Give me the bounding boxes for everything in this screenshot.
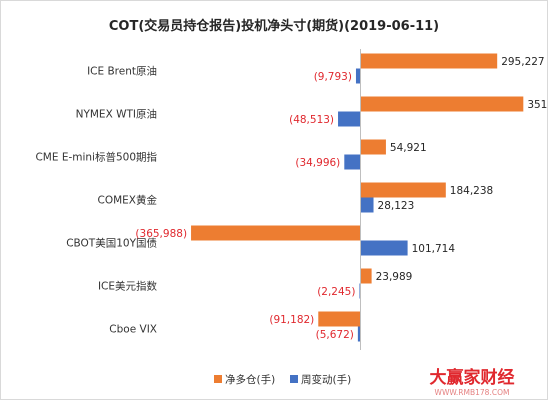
category-row: ICE美元指数 23,989 (2,245) — [98, 268, 413, 299]
weekly-change-data-label: (2,245) — [317, 286, 355, 298]
net-long-bar — [360, 96, 524, 112]
weekly-change-data-label: (5,672) — [316, 329, 354, 341]
category-row: NYMEX WTI原油 351,655 (48,513) — [76, 96, 548, 127]
weekly-change-data-label: (9,793) — [314, 71, 352, 83]
weekly-change-bar — [360, 197, 374, 213]
weekly-change-bar — [338, 111, 361, 127]
category-row: ICE Brent原油 295,227 (9,793) — [87, 53, 545, 84]
weekly-change-data-label: 28,123 — [378, 200, 415, 212]
legend-swatch-weekly-change — [290, 375, 298, 383]
legend-label-net-long: 净多仓(手) — [225, 373, 275, 386]
category-label: NYMEX WTI原油 — [76, 108, 157, 121]
net-long-bar — [360, 53, 498, 69]
net-long-bar — [360, 268, 372, 284]
category-row: COMEX黄金 184,238 28,123 — [98, 182, 493, 213]
category-label: COMEX黄金 — [98, 194, 158, 207]
net-long-bar — [360, 182, 446, 198]
weekly-change-bar — [355, 68, 361, 84]
weekly-change-data-label: (34,996) — [295, 157, 340, 169]
category-row: Cboe VIX (91,182)(5,672) — [109, 311, 361, 342]
category-label: ICE Brent原油 — [87, 65, 157, 78]
net-long-data-label: 351,655 — [527, 99, 548, 111]
category-label: CBOT美国10Y国债 — [66, 237, 157, 250]
legend-swatch-net-long — [214, 375, 222, 383]
weekly-change-bar — [357, 326, 361, 342]
net-long-data-label: (365,988) — [135, 228, 187, 240]
net-long-bar — [191, 225, 361, 241]
weekly-change-data-label: 101,714 — [412, 243, 456, 255]
category-row: CME E-mini标普500期指 54,921 (34,996) — [35, 139, 427, 170]
category-label: CME E-mini标普500期指 — [35, 151, 157, 164]
net-long-data-label: 54,921 — [390, 142, 427, 154]
watermark-brand: 大赢家财经 — [430, 367, 515, 388]
net-long-data-label: 184,238 — [450, 185, 493, 197]
legend: 净多仓(手) 周变动(手) — [214, 373, 351, 386]
net-long-data-label: 23,989 — [376, 271, 413, 283]
watermark-url: WWW.RMB178.COM — [435, 388, 510, 397]
weekly-change-bar — [360, 240, 408, 256]
net-long-data-label: 295,227 — [501, 56, 544, 68]
net-long-bar — [360, 139, 386, 155]
net-long-data-label: (91,182) — [269, 314, 314, 326]
legend-label-weekly-change: 周变动(手) — [301, 373, 351, 386]
category-label: Cboe VIX — [109, 324, 157, 336]
weekly-change-bar — [344, 154, 361, 170]
net-long-bar — [318, 311, 361, 327]
category-row: CBOT美国10Y国债(365,988) 101,714 — [66, 225, 456, 256]
category-label: ICE美元指数 — [98, 280, 158, 293]
chart-title: COT(交易员持仓报告)投机净头寸(期货)(2019-06-11) — [109, 18, 439, 34]
watermark: 大赢家财经 WWW.RMB178.COM — [430, 367, 515, 397]
weekly-change-data-label: (48,513) — [289, 114, 334, 126]
